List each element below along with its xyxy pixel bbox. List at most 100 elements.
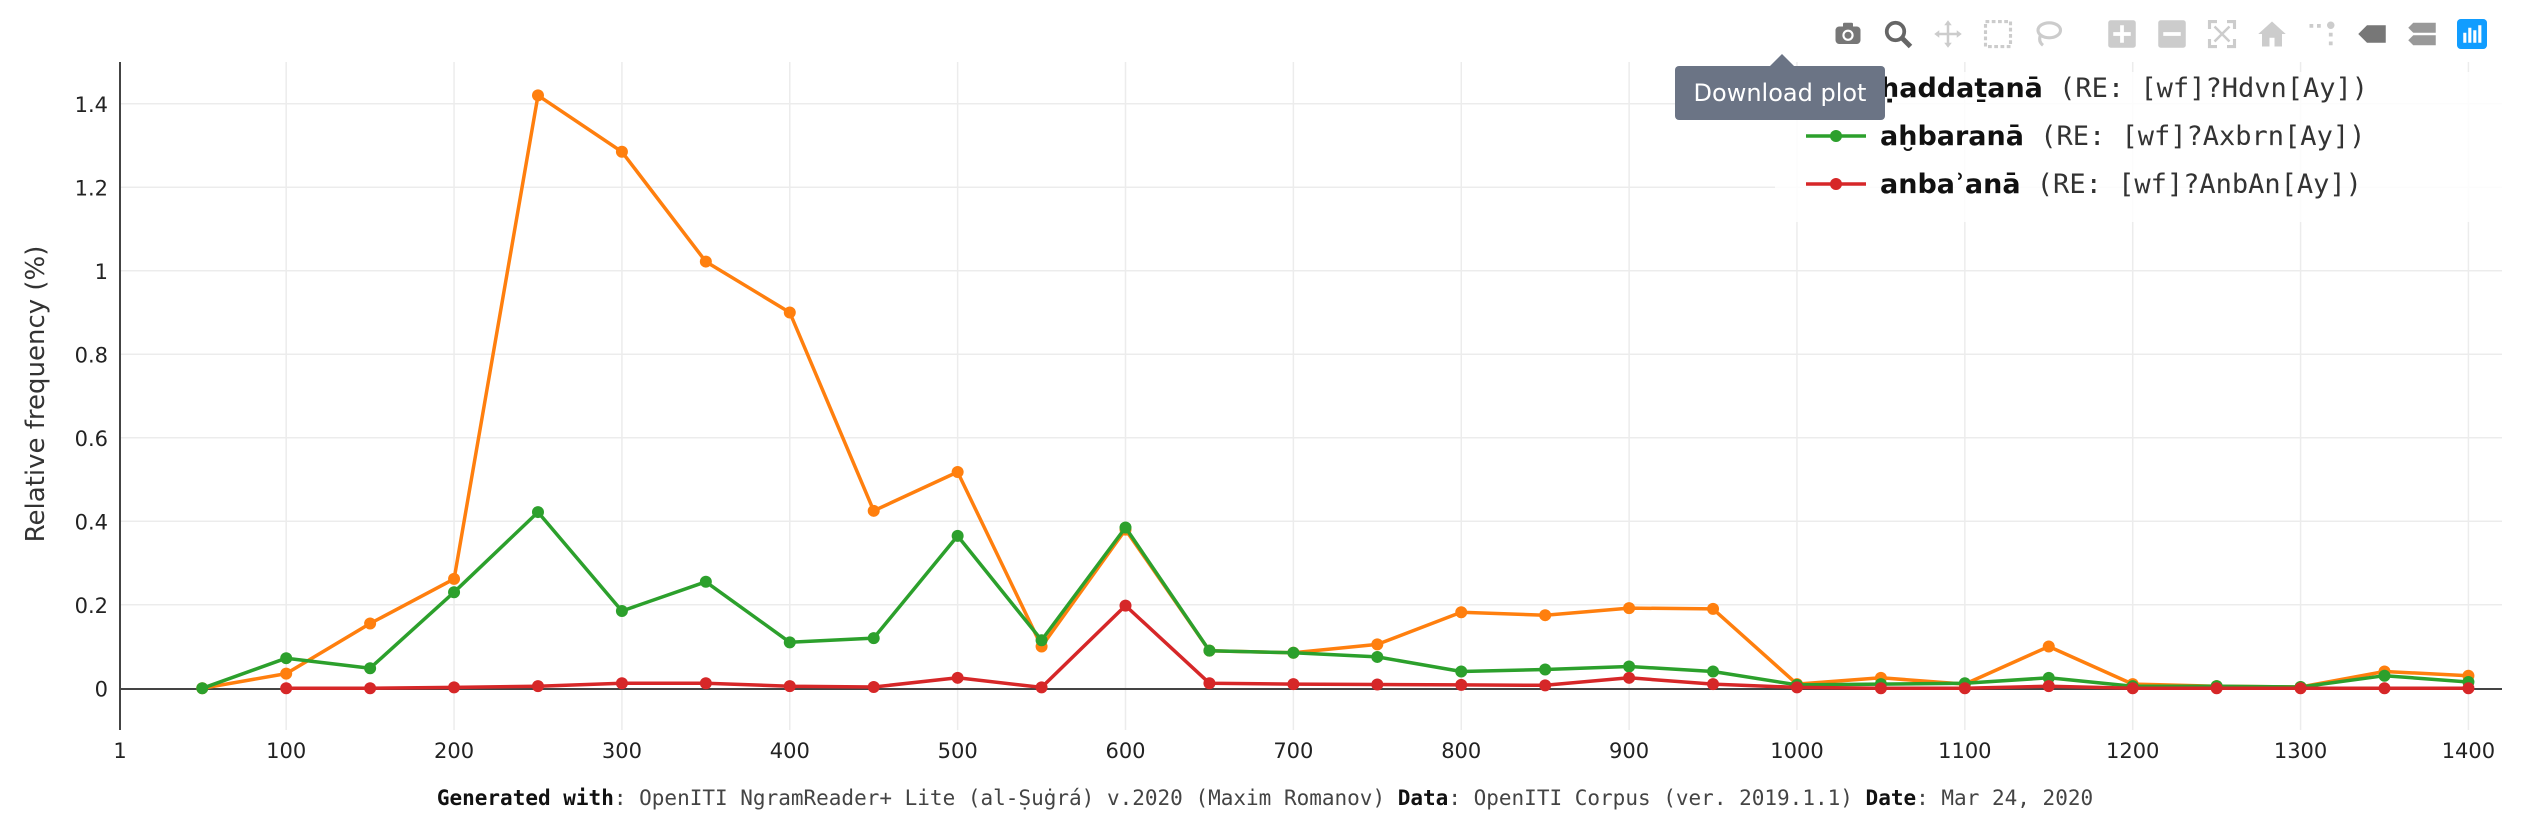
data-point xyxy=(2210,682,2223,695)
data-point xyxy=(2378,669,2391,682)
legend-series-name: anbaʾanā xyxy=(1880,169,2021,200)
data-point xyxy=(1874,682,1887,695)
data-point xyxy=(1623,602,1636,615)
footer-date-label: Date xyxy=(1866,786,1917,810)
y-tick-label: 0.4 xyxy=(75,510,108,534)
y-tick-label: 1.2 xyxy=(75,176,108,200)
data-point xyxy=(280,652,293,665)
legend-swatch-marker xyxy=(1830,178,1842,190)
data-point xyxy=(2042,680,2055,693)
data-point xyxy=(448,572,461,585)
x-tick-label: 1200 xyxy=(2106,739,2159,763)
y-tick-label: 0.6 xyxy=(75,427,108,451)
series-line xyxy=(201,93,2469,691)
spike-lines-icon[interactable] xyxy=(2304,16,2340,52)
data-point xyxy=(615,605,628,618)
data-point xyxy=(448,586,461,599)
modebar xyxy=(1830,14,2504,54)
data-point xyxy=(1119,599,1132,612)
reset-axes-icon[interactable] xyxy=(2254,16,2290,52)
series-2 xyxy=(280,599,2475,695)
x-tick-label: 600 xyxy=(1105,739,1145,763)
footer-generated-label: Generated with xyxy=(437,786,614,810)
data-point xyxy=(1119,521,1132,534)
data-point xyxy=(867,632,880,645)
legend-item[interactable]: anbaʾanā (RE: [wf]?AnbAn[Ay]) xyxy=(1880,169,2362,200)
zoom-out-icon[interactable] xyxy=(2154,16,2190,52)
footer-generated-value: : OpenITI NgramReader+ Lite (al-Ṣuġrá) v… xyxy=(614,786,1398,810)
x-tick-label: 700 xyxy=(1273,739,1313,763)
data-point xyxy=(1958,682,1971,695)
data-point xyxy=(364,662,377,675)
data-point xyxy=(531,680,544,693)
data-point xyxy=(867,504,880,517)
y-tick-label: 0.2 xyxy=(75,594,108,618)
x-tick-label: 200 xyxy=(434,739,474,763)
data-point xyxy=(531,89,544,102)
box-select-icon[interactable] xyxy=(1980,16,2016,52)
data-point xyxy=(280,682,293,695)
series-line xyxy=(201,510,2469,690)
autoscale-icon[interactable] xyxy=(2204,16,2240,52)
footer-data-value: : OpenITI Corpus (ver. 2019.1.1) xyxy=(1448,786,1865,810)
data-point xyxy=(951,671,964,684)
legend-item[interactable]: ḥaddaṯanā (RE: [wf]?Hdvn[Ay]) xyxy=(1880,73,2368,104)
footer-data-label: Data xyxy=(1398,786,1449,810)
x-tick-label: 500 xyxy=(938,739,978,763)
data-point xyxy=(1455,665,1468,678)
zoom-in-icon[interactable] xyxy=(2104,16,2140,52)
y-tick-label: 0 xyxy=(95,677,108,701)
data-point xyxy=(1539,609,1552,622)
legend-item[interactable]: aḫbaranā (RE: [wf]?Axbrn[Ay]) xyxy=(1880,121,2365,152)
legend-series-name: aḫbaranā xyxy=(1880,121,2024,152)
data-point xyxy=(2378,682,2391,695)
tooltip-download-plot: Download plot xyxy=(1675,54,1885,120)
y-tick-label: 1.4 xyxy=(75,93,108,117)
data-point xyxy=(196,682,209,695)
data-point xyxy=(699,255,712,268)
legend-background xyxy=(1775,72,2502,222)
data-point xyxy=(1203,677,1216,690)
data-point xyxy=(531,506,544,519)
hover-compare-icon[interactable] xyxy=(2404,16,2440,52)
footer-date-value: : Mar 24, 2020 xyxy=(1916,786,2093,810)
legend: ḥaddaṯanā (RE: [wf]?Hdvn[Ay]) aḫbaranā (R… xyxy=(1775,72,2502,222)
data-point xyxy=(783,680,796,693)
x-tick-label: 800 xyxy=(1441,739,1481,763)
pan-icon[interactable] xyxy=(1930,16,1966,52)
legend-swatch-marker xyxy=(1830,130,1842,142)
x-tick-label: 400 xyxy=(770,739,810,763)
data-point xyxy=(699,575,712,588)
x-tick-labels: 1 100 200 300 400 500 600 700 800 900 1000 1100 1200… xyxy=(113,739,2495,763)
camera-icon[interactable] xyxy=(1830,16,1866,52)
y-tick-label: 1 xyxy=(95,260,108,284)
x-tick-label: 1100 xyxy=(1938,739,1991,763)
data-point xyxy=(1539,663,1552,676)
y-tick-label: 0.8 xyxy=(75,343,108,367)
series-layer xyxy=(196,89,2475,695)
data-point xyxy=(783,636,796,649)
hover-closest-icon[interactable] xyxy=(2354,16,2390,52)
data-point xyxy=(1371,678,1384,691)
data-point xyxy=(1371,650,1384,663)
data-point xyxy=(1707,678,1720,691)
zoom-icon[interactable] xyxy=(1880,16,1916,52)
plotly-logo-icon[interactable] xyxy=(2454,16,2490,52)
x-tick-label: 1300 xyxy=(2274,739,2327,763)
data-point xyxy=(280,667,293,680)
data-point xyxy=(615,145,628,158)
data-point xyxy=(1035,681,1048,694)
data-point xyxy=(1623,671,1636,684)
data-point xyxy=(867,680,880,693)
x-tick-label: 1 xyxy=(113,739,126,763)
data-point xyxy=(783,306,796,319)
data-point xyxy=(364,682,377,695)
data-point xyxy=(1287,646,1300,659)
legend-series-name: ḥaddaṯanā xyxy=(1880,73,2043,104)
data-point xyxy=(1707,665,1720,678)
data-point xyxy=(364,617,377,630)
data-point xyxy=(1203,644,1216,657)
x-tick-label: 1400 xyxy=(2442,739,2495,763)
lasso-icon[interactable] xyxy=(2030,16,2066,52)
